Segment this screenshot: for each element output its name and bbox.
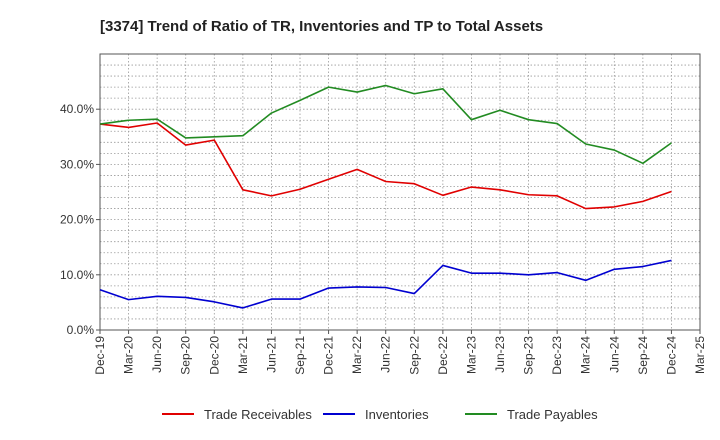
series-line-inventories (99, 259, 672, 309)
x-tick-label: Dec-22 (436, 336, 450, 375)
x-tick-label: Mar-24 (579, 336, 593, 374)
legend-label: Inventories (365, 407, 429, 422)
x-tick-label: Mar-23 (464, 336, 478, 374)
y-tick-label: 20.0% (60, 213, 94, 227)
x-tick-label: Mar-21 (236, 336, 250, 374)
x-tick-label: Mar-25 (693, 336, 707, 374)
x-tick-label: Sep-20 (179, 336, 193, 375)
x-tick-label: Mar-20 (122, 336, 136, 374)
plot-background (100, 54, 700, 330)
x-tick-label: Sep-24 (636, 336, 650, 375)
chart-title: [3374] Trend of Ratio of TR, Inventories… (100, 18, 543, 35)
x-tick-label: Dec-21 (322, 336, 336, 375)
x-tick-label: Sep-21 (293, 336, 307, 375)
plot-area: 0.0% 10.0% 20.0% 30.0% 40.0% Dec-19 Mar-20 Jun-… (60, 53, 707, 375)
x-tick-label: Mar-22 (350, 336, 364, 374)
series-line-trade-receivables (99, 122, 672, 210)
y-tick-label: 0.0% (67, 323, 95, 337)
x-tick-label: Sep-22 (407, 336, 421, 375)
y-tick-label: 10.0% (60, 268, 94, 282)
y-tick-label: 40.0% (60, 102, 94, 116)
x-tick-label: Sep-23 (522, 336, 536, 375)
x-tick-label: Dec-20 (207, 336, 221, 375)
x-tick-label: Dec-24 (664, 336, 678, 375)
x-tick-label: Jun-20 (150, 336, 164, 373)
plot-frame (99, 53, 701, 331)
x-tick-label: Jun-22 (379, 336, 393, 373)
legend-label: Trade Receivables (204, 407, 312, 422)
x-tick-label: Jun-23 (493, 336, 507, 373)
x-tick-label: Dec-23 (550, 336, 564, 375)
y-tick-label: 30.0% (60, 157, 94, 171)
x-tick-label: Jun-24 (607, 336, 621, 373)
x-tick-label: Jun-21 (264, 336, 278, 373)
x-tick-label: Dec-19 (93, 336, 107, 375)
legend-label: Trade Payables (507, 407, 598, 422)
legend: Trade Receivables Inventories Trade Payabl… (162, 407, 598, 422)
series-line-trade-payables (99, 84, 672, 165)
